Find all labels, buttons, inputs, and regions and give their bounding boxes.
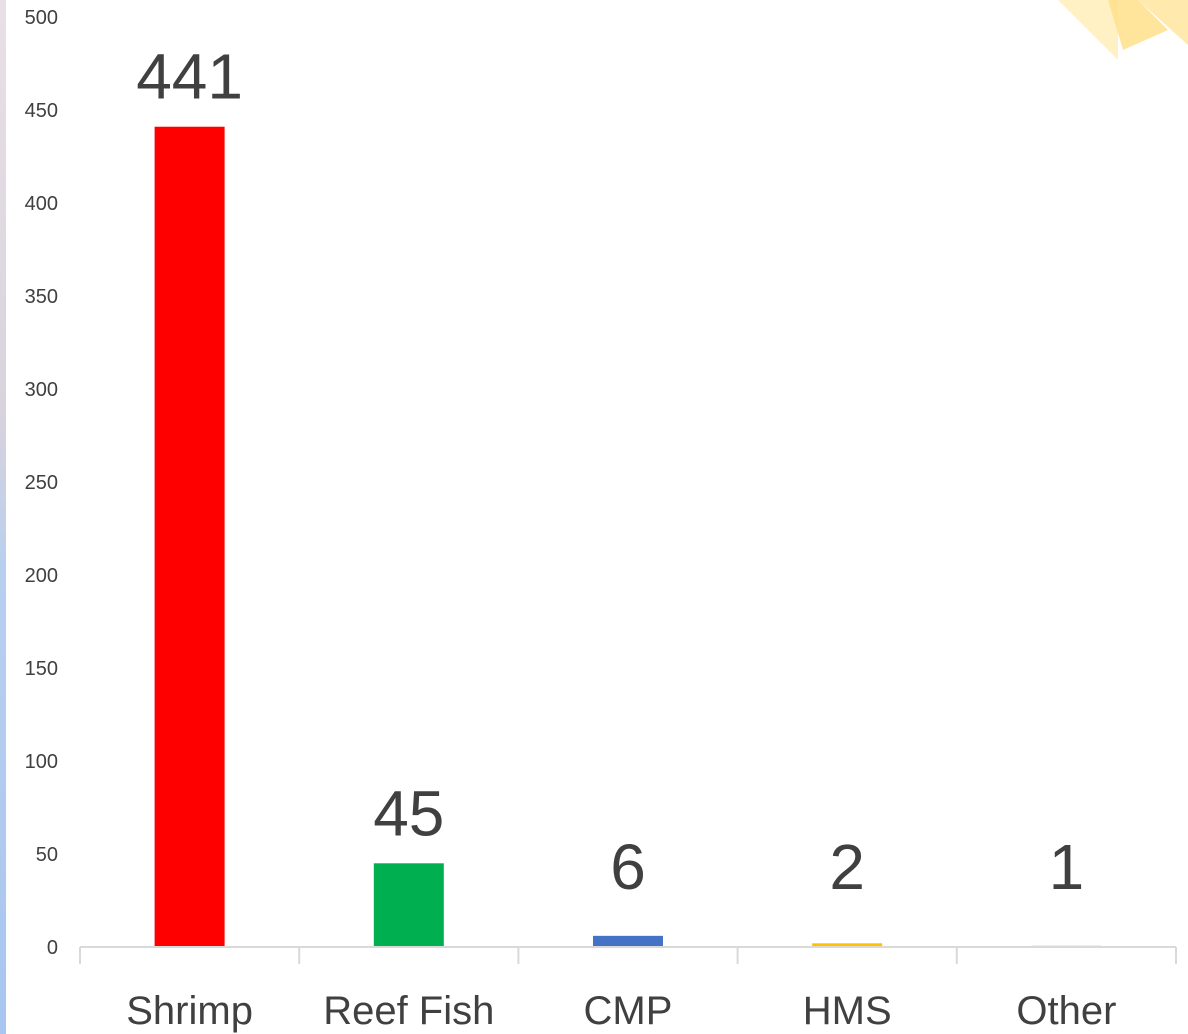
y-axis: 0 50 100 150 200 250 300 350 400 450 500 xyxy=(25,7,58,959)
x-tick-label: Other xyxy=(1016,989,1116,1033)
left-edge-decoration xyxy=(0,0,6,1034)
y-tick-label: 300 xyxy=(25,379,58,401)
bars-group xyxy=(154,126,1102,948)
x-tick-label: Shrimp xyxy=(126,989,253,1033)
data-label: 6 xyxy=(610,831,646,903)
data-label: 441 xyxy=(136,41,243,113)
y-tick-label: 100 xyxy=(25,751,58,773)
bar-shrimp xyxy=(154,126,225,948)
bar-reef-fish xyxy=(373,863,444,947)
x-tick-label: Reef Fish xyxy=(323,989,494,1033)
x-tick-label: HMS xyxy=(803,989,892,1033)
x-axis: Shrimp Reef Fish CMP HMS Other xyxy=(79,946,1177,1033)
y-tick-label: 0 xyxy=(47,937,58,959)
y-tick-label: 50 xyxy=(36,844,58,866)
bar-cmp xyxy=(593,935,663,947)
data-label: 2 xyxy=(829,831,865,903)
data-label: 45 xyxy=(373,777,444,849)
y-tick-label: 500 xyxy=(25,7,58,29)
y-tick-label: 150 xyxy=(25,658,58,680)
y-tick-label: 200 xyxy=(25,565,58,587)
data-labels-group: 441 45 6 2 1 xyxy=(136,41,1084,903)
y-tick-label: 250 xyxy=(25,472,58,494)
y-tick-label: 350 xyxy=(25,286,58,308)
y-tick-label: 400 xyxy=(25,193,58,215)
y-tick-label: 450 xyxy=(25,100,58,122)
corner-decoration xyxy=(1058,0,1188,60)
data-label: 1 xyxy=(1049,831,1085,903)
bar-hms xyxy=(812,943,883,947)
x-tick-label: CMP xyxy=(584,989,673,1033)
